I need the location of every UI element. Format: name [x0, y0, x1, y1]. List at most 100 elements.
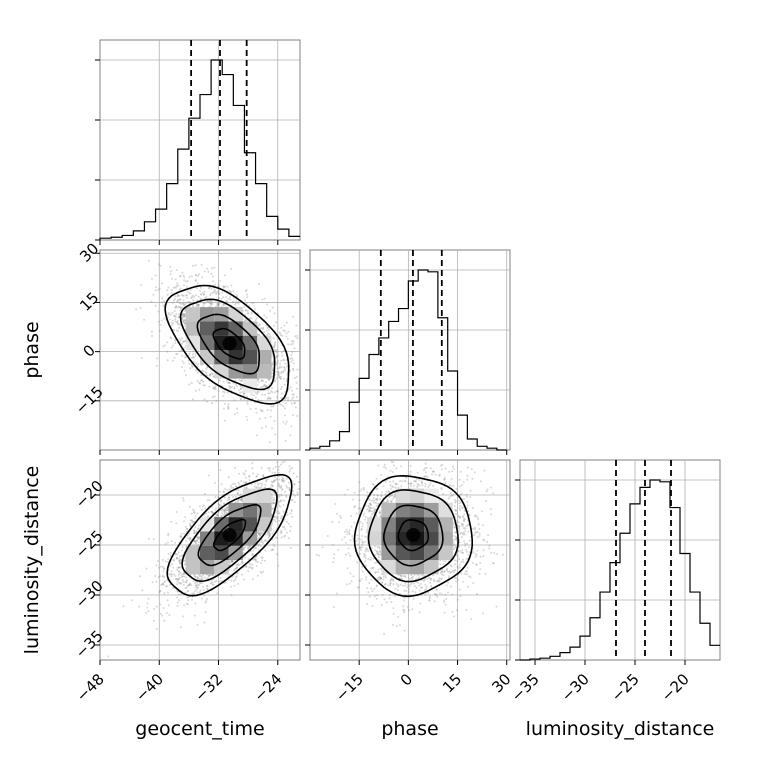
panel-geocent-time-vs-phase-sample-dot	[277, 367, 279, 369]
panel-geocent-time-vs-luminosity-distance-sample-dot	[186, 587, 188, 589]
panel-geocent-time-vs-luminosity-distance-sample-dot	[220, 469, 222, 471]
panel-geocent-time-vs-luminosity-distance-sample-dot	[197, 512, 199, 514]
panel-geocent-time-vs-phase-sample-dot	[178, 306, 180, 308]
panel-geocent-time-vs-luminosity-distance-sample-dot	[184, 516, 186, 518]
panel-geocent-time-vs-phase-sample-dot	[272, 406, 274, 408]
panel-geocent-time-vs-luminosity-distance-sample-dot	[194, 512, 196, 514]
panel-geocent-time-vs-phase-sample-dot	[287, 399, 289, 401]
panel-geocent-time-vs-luminosity-distance-sample-dot	[261, 467, 263, 469]
panel-geocent-time-vs-luminosity-distance-sample-dot	[217, 503, 219, 505]
panel-geocent-time-vs-phase-sample-dot	[200, 287, 202, 289]
panel-geocent-time-vs-phase-sample-dot	[158, 311, 160, 313]
panel-geocent-time-vs-phase-sample-dot	[211, 303, 213, 305]
panel-geocent-time-vs-luminosity-distance-sample-dot	[260, 562, 262, 564]
panel-geocent-time-vs-luminosity-distance-sample-dot	[183, 584, 185, 586]
panel-geocent-time-vs-phase-sample-dot	[278, 374, 280, 376]
panel-geocent-time-vs-phase-sample-dot	[180, 275, 182, 277]
panel-geocent-time-vs-phase-sample-dot	[178, 313, 180, 315]
panel-geocent-time-vs-phase-sample-dot	[286, 421, 288, 423]
panel-geocent-time-vs-phase-sample-dot	[274, 380, 276, 382]
panel-geocent-time-vs-phase-sample-dot	[274, 313, 276, 315]
panel-geocent-time-vs-luminosity-distance-sample-dot	[278, 512, 280, 514]
panel-geocent-time-vs-phase-sample-dot	[270, 410, 272, 412]
panel-geocent-time-vs-phase-sample-dot	[167, 294, 169, 296]
panel-geocent-time-vs-phase-sample-dot	[171, 324, 173, 326]
panel-geocent-time-vs-luminosity-distance-sample-dot	[284, 528, 286, 530]
panel-geocent-time-vs-phase-sample-dot	[215, 293, 217, 295]
panel-geocent-time-vs-phase-sample-dot	[192, 398, 194, 400]
panel-geocent-time-vs-luminosity-distance-sample-dot	[260, 486, 262, 488]
panel-geocent-time-vs-luminosity-distance-sample-dot	[168, 553, 170, 555]
panel-geocent-time-vs-luminosity-distance-sample-dot	[177, 602, 179, 604]
panel-geocent-time-vs-luminosity-distance-sample-dot	[148, 610, 150, 612]
panel-geocent-time-vs-luminosity-distance-sample-dot	[177, 579, 179, 581]
panel-geocent-time-vs-phase-sample-dot	[172, 322, 174, 324]
panel-geocent-time-vs-luminosity-distance-sample-dot	[287, 514, 289, 516]
panel-geocent-time-vs-luminosity-distance-sample-dot	[235, 496, 237, 498]
panel-geocent-time-vs-luminosity-distance-sample-dot	[162, 559, 164, 561]
panel-geocent-time-vs-luminosity-distance-sample-dot	[273, 497, 275, 499]
panel-geocent-time-vs-phase-sample-dot	[213, 387, 215, 389]
panel-geocent-time-vs-phase-sample-dot	[191, 297, 193, 299]
panel-geocent-time-vs-luminosity-distance-sample-dot	[224, 488, 226, 490]
panel-geocent-time-vs-luminosity-distance-sample-dot	[225, 582, 227, 584]
panel-geocent-time-vs-luminosity-distance-sample-dot	[180, 593, 182, 595]
panel-geocent-time-vs-luminosity-distance-sample-dot	[289, 471, 291, 473]
panel-geocent-time-vs-phase-density-cell	[200, 350, 214, 364]
panel-geocent-time-vs-phase-density-cell	[229, 350, 243, 364]
panel-geocent-time-vs-luminosity-distance-sample-dot	[107, 655, 109, 657]
panel-geocent-time-vs-phase-sample-dot	[282, 371, 284, 373]
panel-geocent-time-vs-phase-sample-dot	[263, 331, 265, 333]
panel-geocent-time-vs-luminosity-distance-sample-dot	[146, 607, 148, 609]
panel-geocent-time-vs-luminosity-distance-sample-dot	[160, 613, 162, 615]
panel-geocent-time-vs-luminosity-distance-sample-dot	[183, 533, 185, 535]
panel-geocent-time-vs-phase-sample-dot	[292, 414, 294, 416]
panel-geocent-time-vs-luminosity-distance-sample-dot	[254, 483, 256, 485]
panel-geocent-time-vs-luminosity-distance-sample-dot	[254, 486, 256, 488]
panel-geocent-time-vs-phase-sample-dot	[280, 360, 282, 362]
panel-geocent-time-vs-phase-sample-dot	[229, 296, 231, 298]
panel-geocent-time-vs-luminosity-distance-sample-dot	[181, 576, 183, 578]
panel-geocent-time-vs-phase-sample-dot	[197, 363, 199, 365]
panel-geocent-time-vs-phase-sample-dot	[208, 287, 210, 289]
panel-geocent-time-vs-phase-sample-dot	[296, 396, 298, 398]
panel-geocent-time-vs-luminosity-distance-sample-dot	[273, 530, 275, 532]
panel-geocent-time-vs-luminosity-distance-sample-dot	[146, 568, 148, 570]
panel-geocent-time-vs-luminosity-distance-sample-dot	[278, 466, 280, 468]
panel-geocent-time-vs-luminosity-distance-sample-dot	[187, 603, 189, 605]
panel-geocent-time-vs-luminosity-distance-sample-dot	[202, 578, 204, 580]
panel-geocent-time-vs-phase-sample-dot	[166, 289, 168, 291]
panel-geocent-time-vs-phase-sample-dot	[270, 405, 272, 407]
panel-geocent-time-vs-phase-sample-dot	[173, 300, 175, 302]
panel-geocent-time-vs-luminosity-distance-sample-dot	[274, 472, 276, 474]
panel-geocent-time-vs-phase-sample-dot	[155, 274, 157, 276]
panel-geocent-time-vs-phase-sample-dot	[221, 298, 223, 300]
panel-geocent-time-vs-phase-sample-dot	[266, 304, 268, 306]
panel-geocent-time-vs-phase-sample-dot	[253, 302, 255, 304]
panel-geocent-time-vs-luminosity-distance-sample-dot	[187, 537, 189, 539]
panel-geocent-time-vs-phase-sample-dot	[209, 303, 211, 305]
panel-geocent-time-vs-luminosity-distance-sample-dot	[267, 478, 269, 480]
panel-geocent-time-vs-phase-sample-dot	[270, 390, 272, 392]
panel-geocent-time-vs-phase-density-cell	[243, 364, 257, 378]
panel-geocent-time-vs-phase-sample-dot	[182, 303, 184, 305]
panel-geocent-time-vs-phase-sample-dot	[221, 292, 223, 294]
panel-geocent-time-vs-luminosity-distance-sample-dot	[168, 573, 170, 575]
panel-geocent-time-vs-phase-sample-dot	[195, 279, 197, 281]
panel-geocent-time-vs-luminosity-distance-sample-dot	[148, 538, 150, 540]
panel-geocent-time-vs-luminosity-distance-sample-dot	[179, 583, 181, 585]
panel-geocent-time-vs-luminosity-distance-sample-dot	[286, 521, 288, 523]
panel-geocent-time-vs-luminosity-distance-sample-dot	[229, 489, 231, 491]
panel-geocent-time-vs-phase-sample-dot	[204, 291, 206, 293]
panel-geocent-time-vs-luminosity-distance-sample-dot	[153, 620, 155, 622]
panel-geocent-time-vs-phase-sample-dot	[185, 374, 187, 376]
panel-geocent-time-vs-phase-sample-dot	[223, 286, 225, 288]
panel-geocent-time-vs-luminosity-distance-sample-dot	[272, 496, 274, 498]
panel-geocent-time-vs-luminosity-distance-sample-dot	[189, 506, 191, 508]
panel-geocent-time-vs-phase-sample-dot	[218, 297, 220, 299]
panel-geocent-time-vs-phase-sample-dot	[290, 343, 292, 345]
panel-geocent-time-vs-phase-sample-dot	[183, 320, 185, 322]
panel-geocent-time-vs-phase-sample-dot	[286, 335, 288, 337]
panel-geocent-time-vs-phase-sample-dot	[271, 367, 273, 369]
panel-geocent-time-vs-luminosity-distance-sample-dot	[243, 548, 245, 550]
